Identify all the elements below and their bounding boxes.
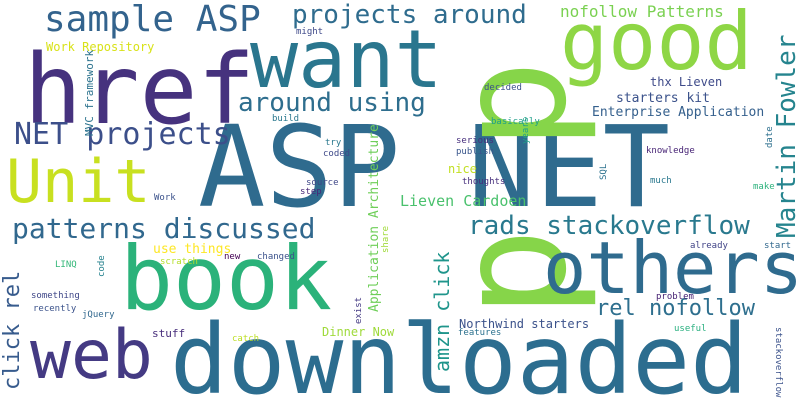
word-build: build <box>272 114 300 124</box>
word-recently: recently <box>33 304 77 314</box>
word-dinner-now: Dinner Now <box>322 325 395 339</box>
word-much: much <box>650 176 672 186</box>
word-good: good <box>560 0 753 88</box>
word-nofollow-patterns: nofollow Patterns <box>560 2 724 21</box>
word-useful: useful <box>674 324 707 334</box>
word-publish: publish <box>456 147 494 157</box>
word-already: already <box>690 241 728 251</box>
word-decided: decided <box>484 83 522 93</box>
word-rel-nofollow: rel nofollow <box>596 296 755 321</box>
word-coded: coded <box>323 149 351 159</box>
word-catch: catch <box>232 334 260 344</box>
word-downloaded: downloaded <box>170 304 748 400</box>
word-northwind-starters: Northwind starters <box>459 317 590 331</box>
word-sample-asp: sample ASP <box>44 0 261 40</box>
word-projects-around: projects around <box>292 0 527 30</box>
word-want: want <box>250 13 443 106</box>
word-patterns-discussed: patterns discussed <box>12 212 316 245</box>
word-thx-lieven: thx Lieven <box>650 75 723 89</box>
word-work-repository: Work Repository <box>46 40 155 54</box>
word-problem: problem <box>656 292 694 302</box>
word-new: new <box>224 252 241 262</box>
word-net-projects: NET projects <box>14 117 231 152</box>
word-date: date <box>765 126 775 148</box>
word-linq: LINQ <box>55 260 77 270</box>
word-others: others <box>543 226 800 310</box>
word-something: something <box>31 291 80 301</box>
word-amzn-click: amzn click <box>430 251 454 372</box>
word-application-architecture: Application Architecture <box>367 124 382 312</box>
word-changed: changed <box>257 252 295 262</box>
word-serious: serious <box>456 136 494 146</box>
word-enterprise-application: Enterprise Application <box>592 105 765 120</box>
word-sql: SQL <box>599 163 609 180</box>
word-click-rel: click rel <box>0 270 25 390</box>
word-book: book <box>120 227 332 330</box>
word-basically: basically <box>491 117 540 127</box>
word-martin-fowler: Martin Fowler <box>772 34 800 239</box>
word-unit: Unit <box>6 147 151 217</box>
word-source: source <box>306 178 339 188</box>
word-try: try <box>325 138 342 148</box>
word-mvc-framework: MVC framework <box>83 49 96 136</box>
word-code: code <box>97 255 107 277</box>
word-scratch: scratch <box>160 257 198 267</box>
word-lieven-cardoen: Lieven Cardoen <box>400 192 527 210</box>
word-jquery: jQuery <box>82 310 115 320</box>
word-around-using: around using <box>238 88 426 118</box>
word-step: step <box>300 187 322 197</box>
word-work: Work <box>154 193 176 203</box>
word-rads-stackoverflow: rads stackoverflow <box>468 211 750 241</box>
word-nice: nice <box>448 162 477 176</box>
word-start: start <box>764 241 792 251</box>
word-years: years <box>521 116 531 144</box>
word-might: might <box>296 27 324 37</box>
word-stuff: stuff <box>152 327 186 340</box>
word-exist: exist <box>354 296 364 324</box>
word-knowledge: knowledge <box>646 146 695 156</box>
word-thoughts: thoughts <box>462 177 506 187</box>
word-share: share <box>381 225 391 253</box>
word-asp-net: ASP NET <box>198 103 671 233</box>
word-make: make <box>753 182 775 192</box>
word-features: features <box>458 328 502 338</box>
word-href: href <box>24 34 256 146</box>
word-web: web <box>30 316 153 395</box>
word-stackoverflow-small: stackoverflow <box>773 327 783 398</box>
word-use-things: use things <box>153 242 232 257</box>
word-starters-kit: starters kit <box>616 91 710 106</box>
